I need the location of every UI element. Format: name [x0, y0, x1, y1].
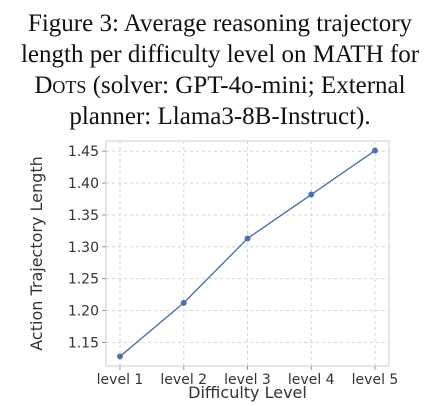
- caption-line-2: length per difficulty level on MATH for: [20, 41, 420, 68]
- x-tick-label: level 2: [160, 372, 207, 388]
- y-tick-label: 1.30: [68, 240, 99, 256]
- data-point: [308, 191, 315, 198]
- data-point: [372, 147, 378, 154]
- y-tick-label: 1.40: [68, 176, 99, 192]
- x-tick-label: level 4: [288, 372, 335, 388]
- x-tick-label: level 3: [224, 372, 271, 388]
- y-tick-label: 1.15: [68, 335, 99, 351]
- caption-dots: Dots: [34, 72, 87, 99]
- y-axis-label: Action Trajectory Length: [27, 156, 46, 350]
- y-tick-label: 1.35: [68, 208, 99, 224]
- x-ticks: level 1 level 2 level 3 level 4 level 5: [97, 366, 399, 388]
- caption-line-4: planner: Llama3-8B-Instruct).: [69, 103, 371, 130]
- y-tick-label: 1.25: [68, 272, 99, 288]
- data-point: [180, 299, 187, 306]
- figure-caption: Figure 3: Average reasoning trajectory l…: [0, 8, 440, 132]
- data-point: [244, 235, 251, 242]
- y-tick-label: 1.20: [68, 304, 99, 320]
- x-axis-label: Difficulty Level: [188, 383, 307, 402]
- caption-line-1: Figure 3: Average reasoning trajectory: [27, 10, 413, 37]
- y-ticks: 1.15 1.20 1.25 1.30 1.35 1.40 1.45: [68, 144, 106, 351]
- x-tick-label: level 5: [352, 372, 399, 388]
- y-tick-label: 1.45: [68, 144, 99, 160]
- series-group: [117, 147, 378, 360]
- data-point: [117, 353, 123, 360]
- x-tick-label: level 1: [97, 372, 144, 388]
- grid-lines: [106, 141, 389, 366]
- caption-line-3-rest: (solver: GPT-4o-mini; External: [86, 72, 406, 99]
- caption-line-3: Dots (solver: GPT-4o-mini; External: [0, 70, 440, 101]
